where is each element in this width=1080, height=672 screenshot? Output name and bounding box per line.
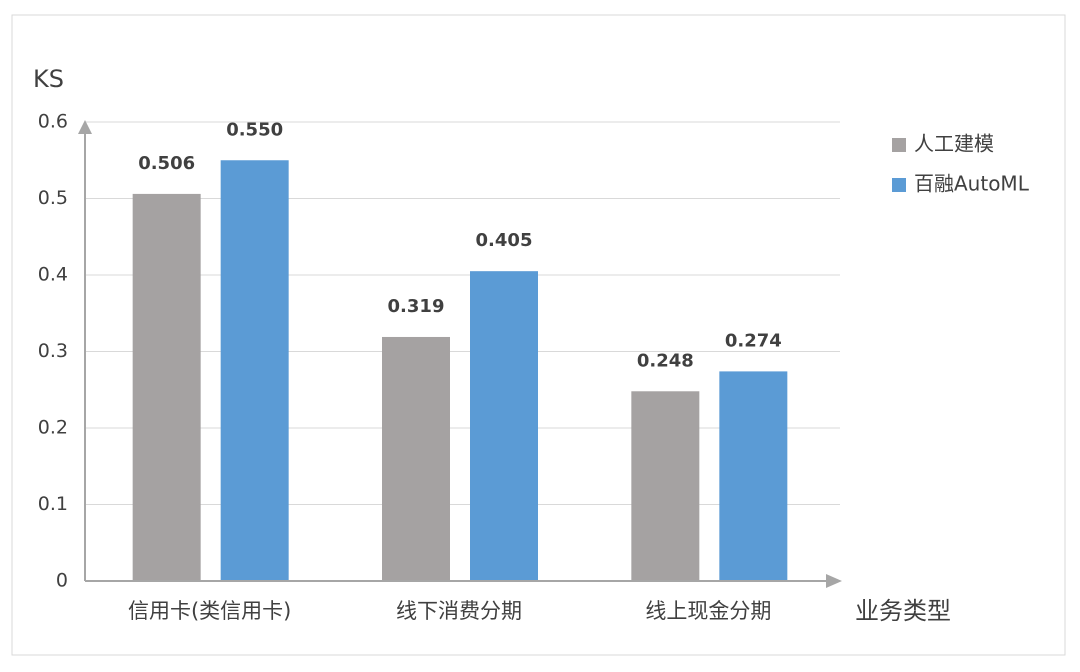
bar: [470, 271, 538, 581]
y-tick-label: 0.6: [38, 111, 68, 133]
bar: [220, 160, 289, 581]
y-tick-label: 0.1: [38, 493, 68, 515]
x-tick-label: 信用卡(类信用卡): [128, 599, 291, 623]
bar: [382, 336, 450, 581]
legend-label: 人工建模: [914, 132, 994, 156]
value-label: 0.506: [138, 153, 195, 174]
legend-swatch: [892, 178, 906, 192]
y-axis-title: KS: [33, 65, 64, 93]
y-tick-label: 0.3: [38, 340, 68, 362]
legend-swatch: [892, 138, 906, 152]
legend-label: 百融AutoML: [914, 172, 1030, 196]
value-label: 0.319: [388, 296, 445, 317]
y-axis-arrow: [78, 120, 92, 134]
bar: [719, 371, 788, 581]
x-tick-label: 线上现金分期: [645, 599, 771, 623]
value-label: 0.405: [476, 230, 533, 251]
x-tick-label: 线下消费分期: [396, 599, 522, 623]
x-axis-arrow: [826, 574, 842, 588]
y-tick-label: 0: [56, 570, 68, 592]
y-tick-label: 0.5: [38, 187, 68, 209]
value-label: 0.248: [637, 350, 694, 371]
value-label: 0.550: [226, 119, 283, 140]
value-label: 0.274: [725, 330, 782, 351]
bars: [132, 160, 788, 581]
bar: [631, 391, 700, 581]
bar: [132, 193, 201, 581]
x-axis-title: 业务类型: [855, 597, 951, 625]
y-tick-label: 0.2: [38, 417, 68, 439]
y-tick-label: 0.4: [38, 264, 68, 286]
